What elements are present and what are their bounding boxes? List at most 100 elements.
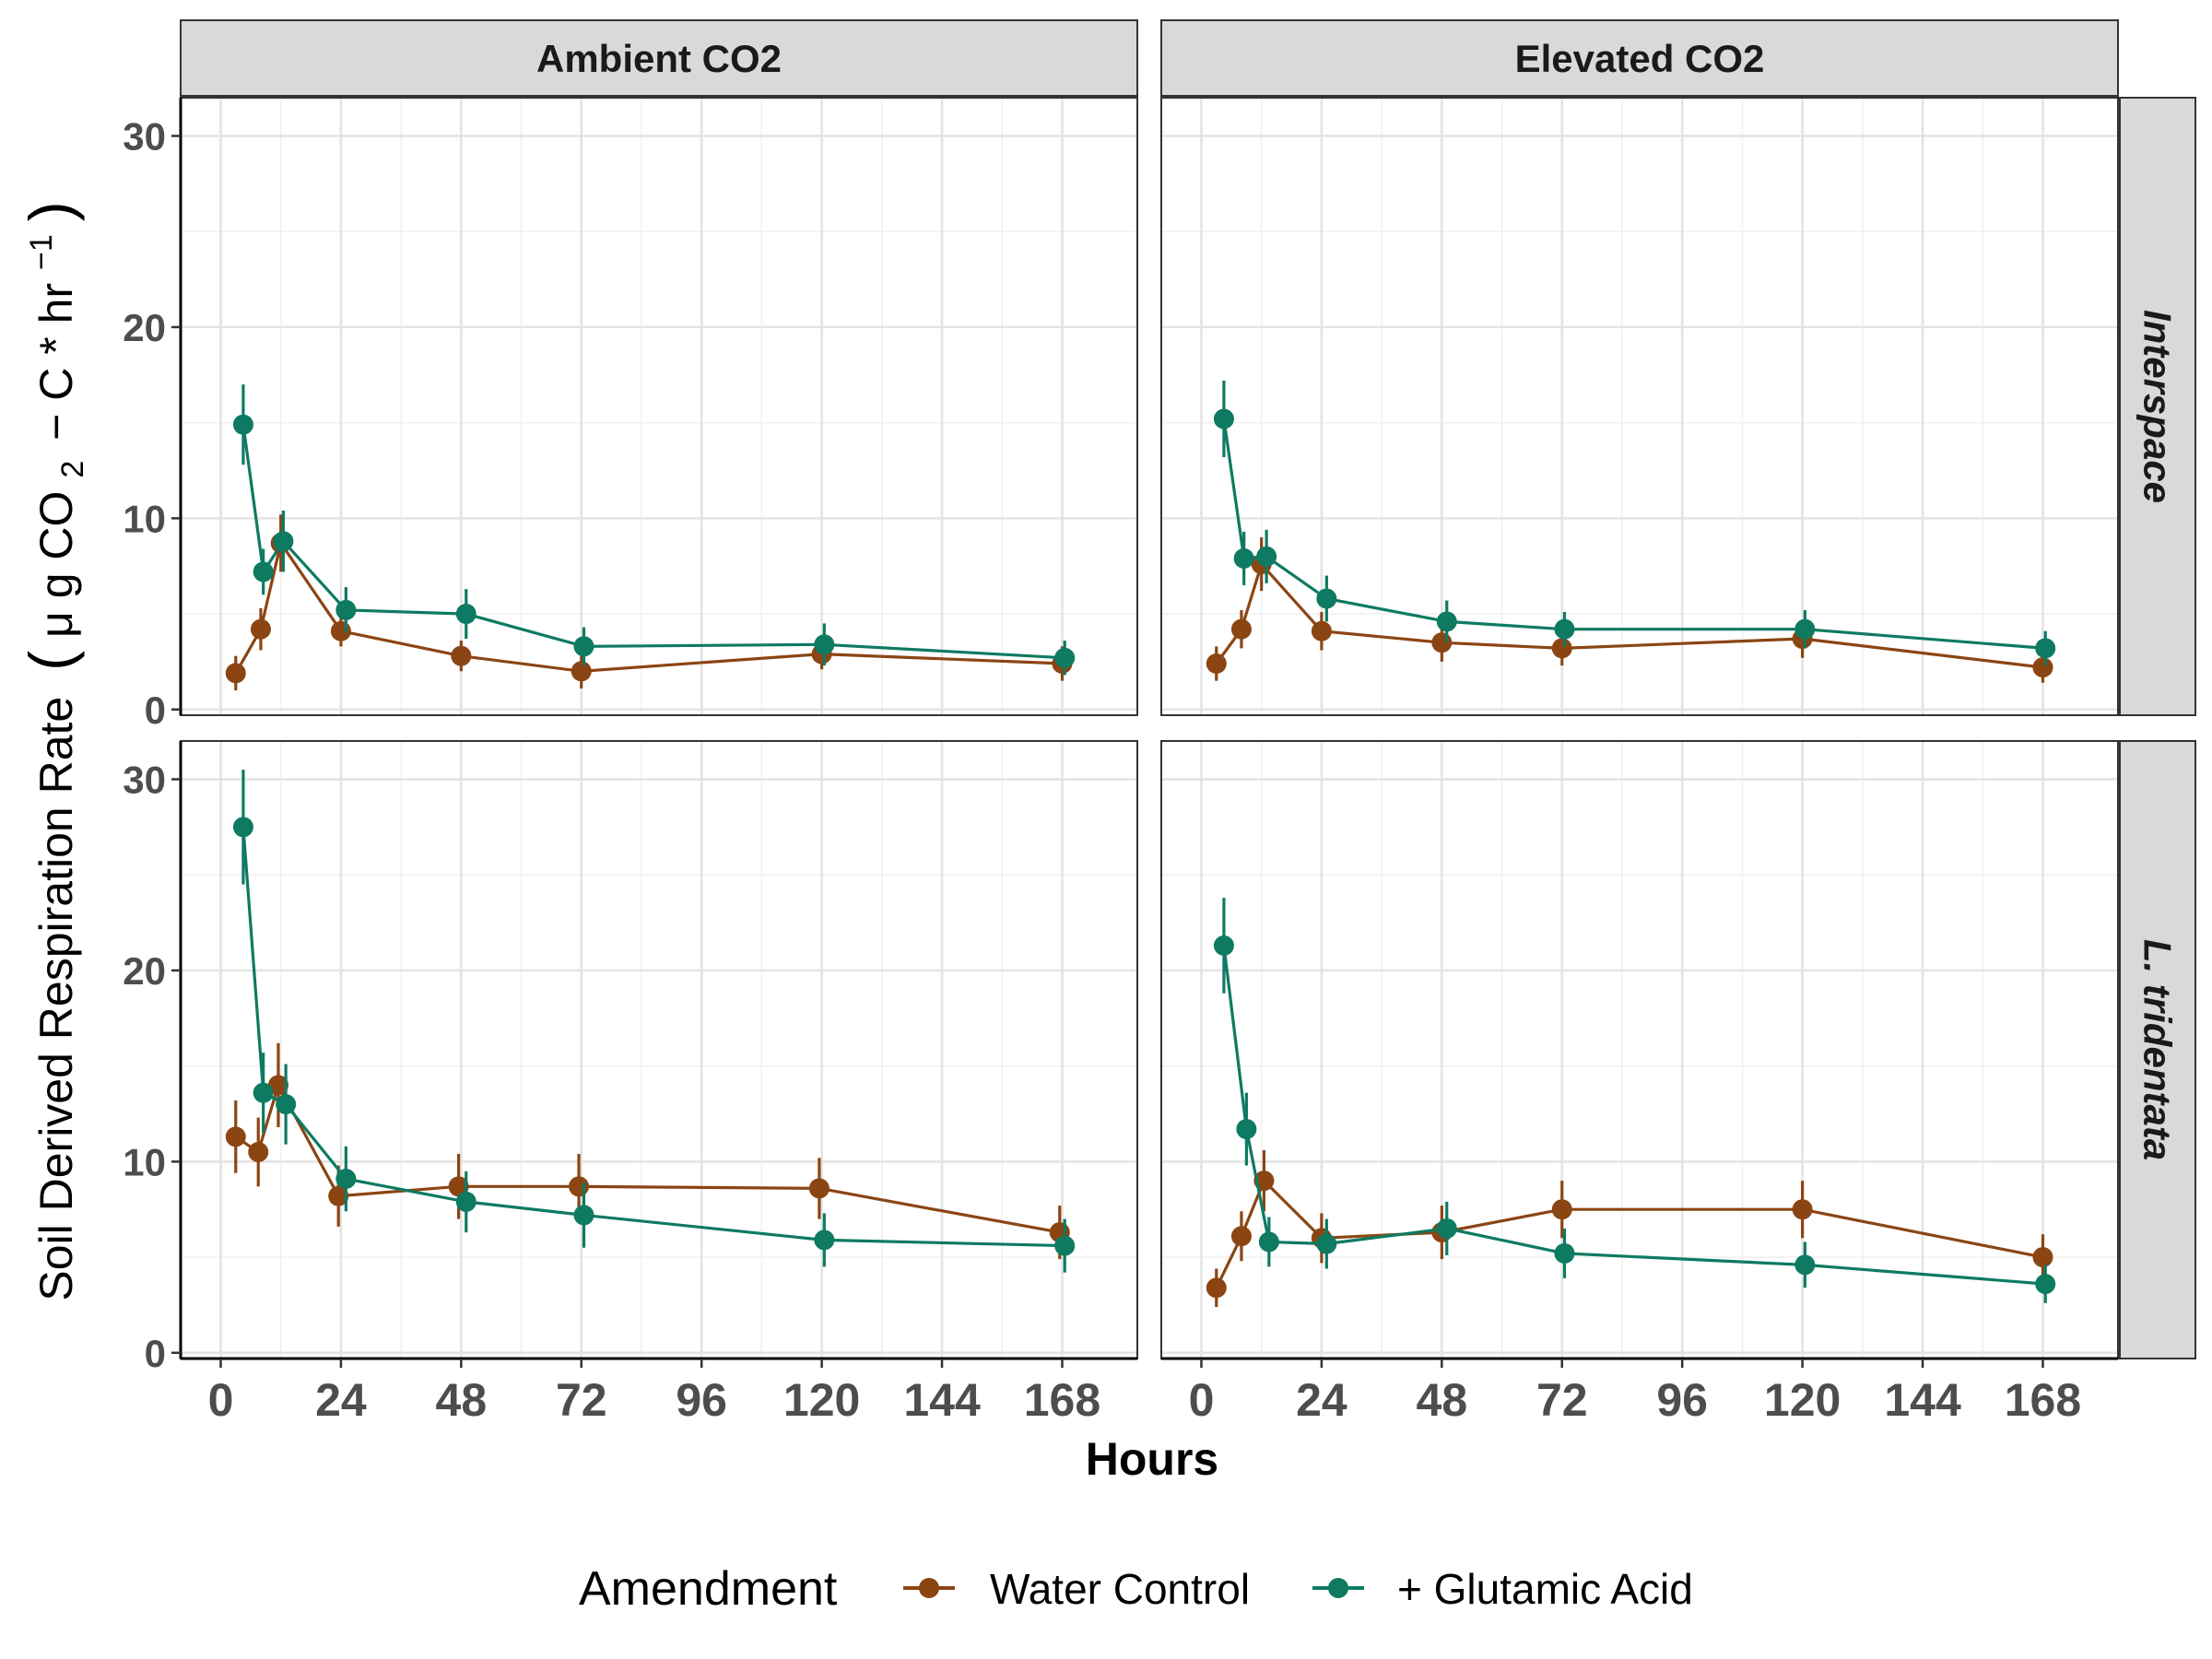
panel-l-tridentata-elevated-co2	[1160, 740, 2119, 1359]
series-glutamic-acid-point	[814, 634, 835, 655]
y-axis-title-main: Soil Derived Respiration Rate	[30, 697, 82, 1301]
x-tick-label-168: 168	[1024, 1374, 1100, 1426]
series-glutamic-acid-point	[455, 604, 477, 625]
strip-label-elevated-co2: Elevated CO2	[1515, 37, 1765, 80]
series-glutamic-acid-point	[1554, 1242, 1575, 1264]
strip-bg-elevated-co2	[1160, 19, 2119, 97]
series-glutamic-acid-point	[1213, 408, 1234, 429]
panel-interspace-elevated-co2-border	[1160, 97, 2119, 716]
series-glutamic-acid-point	[1794, 1254, 1816, 1276]
series-water-control-point	[2032, 1247, 2053, 1268]
legend-title: Amendment	[579, 1562, 838, 1616]
y-tick-label-20: 20	[123, 306, 166, 349]
x-tick-label-0: 0	[1189, 1374, 1215, 1426]
x-tick-label-24: 24	[1296, 1374, 1347, 1426]
series-glutamic-acid-point	[232, 817, 253, 838]
x-tick-label-96: 96	[676, 1374, 727, 1426]
series-glutamic-acid-point	[1554, 618, 1575, 640]
x-tick-label-144: 144	[903, 1374, 981, 1426]
series-glutamic-acid	[1213, 380, 2056, 666]
series-glutamic-acid	[232, 384, 1076, 676]
series-glutamic-acid-point	[1054, 647, 1076, 668]
series-glutamic-acid-point	[273, 531, 294, 552]
y-axis-title: Soil Derived Respiration Rate ( μ g CO 2…	[10, 201, 93, 1300]
series-glutamic-acid-point	[1213, 935, 1234, 956]
x-tick-label-144: 144	[1884, 1374, 1961, 1426]
series-water-control-point	[451, 645, 472, 666]
series-water-control-point	[248, 1141, 269, 1162]
series-water-control-point	[1551, 638, 1572, 659]
series-water-control-point	[1551, 1199, 1572, 1220]
series-glutamic-acid-point	[2035, 638, 2056, 659]
panel-l-tridentata-ambient-co2-background	[181, 741, 1137, 1359]
series-glutamic-acid-line	[1222, 945, 2046, 1286]
series-water-control-point	[1230, 1226, 1252, 1247]
strip-bg-interspace	[2119, 97, 2196, 716]
series-water-control-point	[2032, 657, 2053, 678]
series-water-control-point	[1792, 1199, 1813, 1220]
series-glutamic-acid	[232, 770, 1076, 1273]
series-glutamic-acid-point	[2035, 1274, 2056, 1295]
legend-key-glutamic-acid	[1312, 1578, 1364, 1598]
series-water-control-line	[234, 1081, 1061, 1234]
x-tick-label-48: 48	[1417, 1374, 1468, 1426]
series-glutamic-acid-point	[1316, 588, 1337, 609]
axes: 0 10 20 30 0 10 20 30 0 24 48 72 96 120 144 168 0 24 48 72 9…	[123, 98, 2118, 1426]
series-water-control-point	[1230, 618, 1252, 640]
series-glutamic-acid-point	[573, 1205, 594, 1226]
y-tick-label-30: 30	[123, 114, 166, 158]
series-glutamic-acid-point	[1436, 611, 1457, 632]
series-water-control-line	[1215, 560, 2043, 669]
facet-strips: Ambient CO2 Elevated CO2 Interspace L. trid…	[180, 19, 2196, 1359]
panel-l-tridentata-ambient-co2	[180, 740, 1138, 1359]
strip-bg-l-tridentata	[2119, 740, 2196, 1359]
series-glutamic-acid-point	[455, 1191, 477, 1212]
panel-interspace-elevated-co2	[1160, 97, 2119, 716]
series-glutamic-acid-point	[335, 1169, 357, 1190]
x-tick-label-168: 168	[2005, 1374, 2081, 1426]
panel-interspace-ambient-co2-background	[181, 98, 1137, 715]
y-tick-label-10: 10	[123, 1140, 166, 1183]
x-tick-label-120: 120	[783, 1374, 860, 1426]
panel-l-tridentata-elevated-co2-background	[1161, 741, 2118, 1359]
panel-interspace-elevated-co2-background	[1161, 98, 2118, 715]
panels	[180, 97, 2119, 1359]
legend-key-water-control	[903, 1578, 955, 1598]
strip-label-l-tridentata: L. tridentata	[2136, 939, 2180, 1160]
series-water-control-point	[225, 1126, 246, 1147]
legend: Amendment Water Control + Glutamic Acid	[579, 1562, 1693, 1616]
x-tick-label-0: 0	[208, 1374, 234, 1426]
x-tick-label-72: 72	[1536, 1374, 1588, 1426]
strip-label-ambient-co2: Ambient CO2	[536, 37, 782, 80]
series-water-control-point	[1206, 653, 1227, 674]
legend-label-water-control: Water Control	[990, 1565, 1250, 1613]
y-axis-title-group: Soil Derived Respiration Rate ( μ g CO 2…	[10, 201, 93, 1300]
series-water-control-point	[225, 663, 246, 684]
series-water-control-point	[808, 1178, 830, 1199]
series-water-control-point	[1311, 620, 1332, 641]
series-glutamic-acid-point	[1256, 546, 1277, 567]
series-water-control-point	[569, 1176, 590, 1197]
x-tick-label-48: 48	[436, 1374, 488, 1426]
series-glutamic-acid-point	[814, 1230, 835, 1251]
series-glutamic-acid-point	[1316, 1233, 1337, 1254]
y-tick-label-0: 0	[145, 1332, 166, 1375]
strip-bg-ambient-co2	[180, 19, 1138, 97]
legend-label-glutamic-acid: + Glutamic Acid	[1397, 1565, 1693, 1613]
x-tick-label-96: 96	[1656, 1374, 1708, 1426]
y-tick-label-10: 10	[123, 497, 166, 540]
series-glutamic-acid-point	[1436, 1218, 1457, 1239]
series-water-control-point	[571, 661, 592, 682]
series-water-control-line	[234, 539, 1063, 675]
series-water-control-point	[1431, 632, 1453, 653]
x-tick-label-120: 120	[1764, 1374, 1841, 1426]
series-water-control-point	[267, 1075, 288, 1096]
series-glutamic-acid-point	[1054, 1235, 1076, 1256]
x-axis-title: Hours	[1086, 1433, 1218, 1485]
series-glutamic-acid-point	[335, 599, 357, 620]
series-glutamic-acid-point	[253, 1082, 274, 1103]
series-glutamic-acid-point	[1258, 1231, 1279, 1253]
x-tick-label-72: 72	[556, 1374, 607, 1426]
series-glutamic-acid-point	[1233, 547, 1254, 569]
y-tick-label-0: 0	[145, 688, 166, 732]
